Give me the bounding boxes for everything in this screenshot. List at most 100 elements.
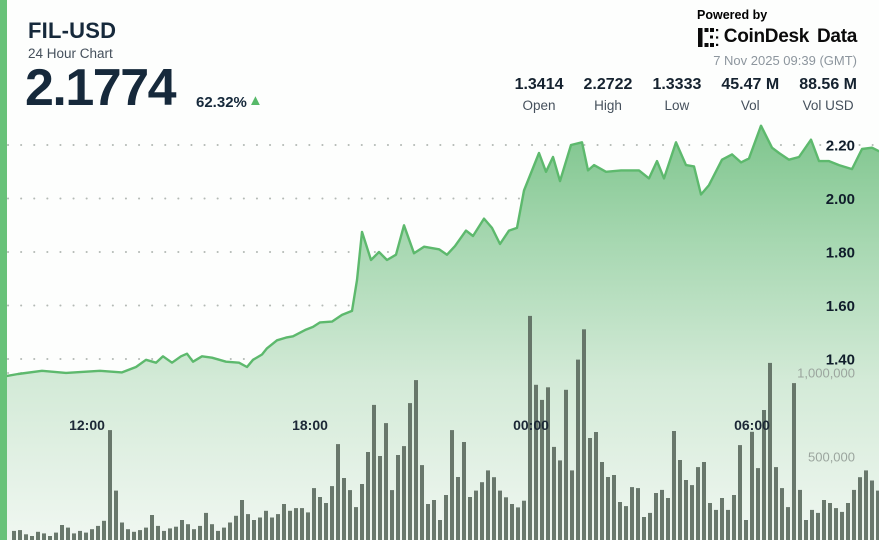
volume-bar: [792, 383, 796, 540]
volume-bar: [318, 497, 322, 540]
volume-bar: [870, 480, 874, 540]
volume-axis-label: 1,000,000: [797, 366, 855, 381]
volume-bar: [582, 329, 586, 540]
volume-bar: [402, 446, 406, 540]
volume-bar: [264, 510, 268, 540]
volume-bar: [42, 533, 46, 540]
volume-bar: [780, 488, 784, 540]
volume-bar: [312, 488, 316, 540]
volume-bar: [438, 520, 442, 540]
volume-bar: [822, 500, 826, 540]
powered-by-block: Powered by CoinDesk Data 7 Nov 2025 09:3…: [697, 8, 857, 68]
volume-bar: [708, 503, 712, 540]
volume-bar: [474, 490, 478, 540]
volume-bar: [354, 507, 358, 540]
volume-bar: [654, 493, 658, 540]
volume-bar: [774, 467, 778, 540]
volume-bar: [510, 504, 514, 540]
up-triangle-icon: ▲: [248, 92, 263, 109]
volume-bar: [726, 509, 730, 540]
volume-bar: [528, 315, 532, 540]
symbol-title: FIL-USD: [28, 18, 117, 43]
volume-bar: [834, 508, 838, 540]
volume-bar: [702, 462, 706, 540]
volume-bar: [198, 525, 202, 540]
volume-bar: [564, 389, 568, 540]
volume-bar: [204, 512, 208, 540]
volume-bar: [396, 455, 400, 540]
stat-vol-usd: 88.56 M Vol USD: [799, 76, 857, 113]
volume-bar: [192, 529, 196, 540]
volume-bar: [588, 438, 592, 540]
volume-bar: [78, 530, 82, 540]
volume-bar: [270, 517, 274, 540]
volume-bar: [756, 468, 760, 540]
volume-bar: [420, 465, 424, 540]
price-axis-label: 1.40: [826, 352, 855, 369]
volume-bar: [84, 532, 88, 540]
coindesk-logo[interactable]: CoinDesk Data: [697, 26, 857, 48]
volume-bar: [858, 477, 862, 540]
volume-bar: [804, 520, 808, 540]
volume-bar: [534, 384, 538, 540]
volume-bar: [144, 527, 148, 540]
volume-bar: [480, 482, 484, 540]
volume-bar: [252, 520, 256, 540]
volume-bar: [426, 504, 430, 540]
price-change-percent: 62.32%: [196, 94, 247, 111]
volume-bar: [216, 530, 220, 540]
volume-bar: [240, 500, 244, 540]
price-axis-label: 2.20: [826, 138, 855, 155]
volume-bar: [336, 444, 340, 540]
volume-bar: [180, 520, 184, 540]
volume-bar: [732, 495, 736, 540]
volume-bar: [612, 475, 616, 540]
volume-bar: [636, 488, 640, 540]
volume-bar: [186, 524, 190, 540]
volume-bar: [498, 490, 502, 540]
volume-bar: [294, 508, 298, 540]
volume-bar: [570, 470, 574, 540]
volume-bar: [456, 477, 460, 540]
volume-bar: [876, 490, 879, 540]
volume-bar: [744, 520, 748, 540]
volume-bar: [222, 527, 226, 540]
volume-bar: [408, 403, 412, 540]
volume-bar: [696, 467, 700, 540]
volume-bar: [156, 525, 160, 540]
stat-value: 45.47 M: [721, 76, 780, 93]
volume-bar: [618, 502, 622, 540]
volume-bar: [330, 486, 334, 540]
volume-bar: [66, 527, 70, 540]
volume-bar: [12, 530, 16, 540]
volume-bar: [762, 410, 766, 540]
stat-value: 88.56 M: [799, 76, 857, 93]
volume-bar: [750, 431, 754, 540]
volume-bar: [810, 509, 814, 540]
volume-bar: [414, 380, 418, 540]
stat-label: High: [594, 98, 622, 113]
volume-bar: [234, 515, 238, 540]
volume-bar: [114, 490, 118, 540]
volume-bar: [624, 506, 628, 540]
volume-bar: [54, 532, 58, 540]
volume-bar: [852, 489, 856, 540]
volume-bar: [162, 530, 166, 540]
coindesk-logo-text: CoinDesk: [723, 26, 810, 47]
time-axis-label: 12:00: [69, 417, 105, 433]
volume-bar: [360, 484, 364, 540]
volume-bar: [168, 528, 172, 540]
volume-bar: [138, 530, 142, 540]
volume-bar: [282, 504, 286, 540]
volume-bar: [132, 531, 136, 540]
coindesk-logo-mark-icon: [697, 27, 719, 47]
stats-row: 1.3414 Open 2.2722 High 1.3333 Low 45.47 M Vol 8…: [515, 76, 857, 113]
stat-label: Open: [522, 98, 556, 113]
volume-bar: [522, 500, 526, 540]
stat-label: Vol: [740, 98, 760, 113]
volume-bar: [96, 525, 100, 540]
volume-bar: [552, 446, 556, 540]
volume-bar: [342, 478, 346, 540]
volume-bar: [390, 490, 394, 540]
